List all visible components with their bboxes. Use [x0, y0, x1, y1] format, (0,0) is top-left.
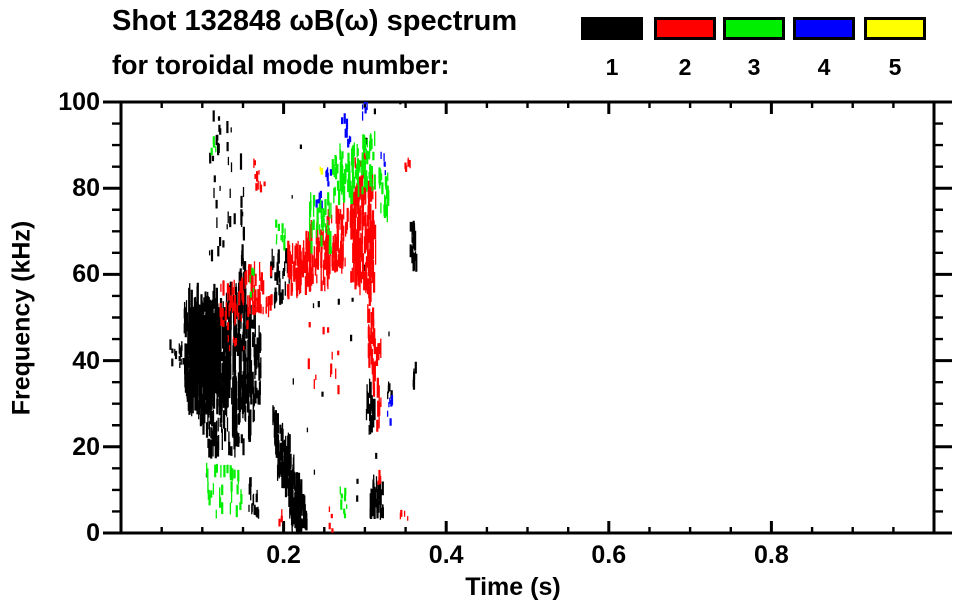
x-tick-label-0.8: 0.8: [754, 541, 789, 569]
legend-label-mode-2: 2: [678, 54, 692, 80]
plot-box: [119, 100, 936, 535]
plot-title-line1: Shot 132848 ωB(ω) spectrum: [112, 5, 518, 37]
y-tick-label-20: 20: [72, 432, 100, 461]
y-tick-label-80: 80: [72, 174, 100, 203]
x-tick-label-0.4: 0.4: [428, 541, 464, 569]
y-tick-label-40: 40: [72, 346, 100, 375]
legend-label-mode-4: 4: [817, 54, 831, 80]
legend-swatch-mode-5: [864, 17, 926, 40]
data-marks-n=1: [169, 102, 418, 533]
minor-ticks: [112, 102, 943, 533]
major-ticks: [103, 100, 952, 535]
x-axis-label: Time (s): [465, 573, 561, 601]
x-tick-label-0.6: 0.6: [591, 541, 627, 569]
legend-label-mode-1: 1: [605, 54, 619, 80]
y-tick-label-0: 0: [86, 519, 100, 547]
y-tick-label-60: 60: [72, 260, 100, 289]
y-axis-label: Frequency (kHz): [7, 220, 36, 416]
data-marks-n=4: [315, 102, 394, 426]
y-tick-label-100: 100: [58, 88, 100, 116]
legend-swatch-mode-2: [654, 17, 716, 40]
data-marks-n=3: [206, 134, 390, 519]
x-tick-label-0.2: 0.2: [266, 541, 301, 569]
plot-title-line2: for toroidal mode number:: [112, 50, 450, 80]
legend-swatch-mode-1: [581, 17, 643, 40]
legend-label-mode-3: 3: [747, 54, 761, 80]
legend-label-mode-5: 5: [888, 54, 902, 80]
legend-swatch-mode-4: [793, 17, 855, 40]
legend-swatch-mode-3: [723, 17, 785, 40]
